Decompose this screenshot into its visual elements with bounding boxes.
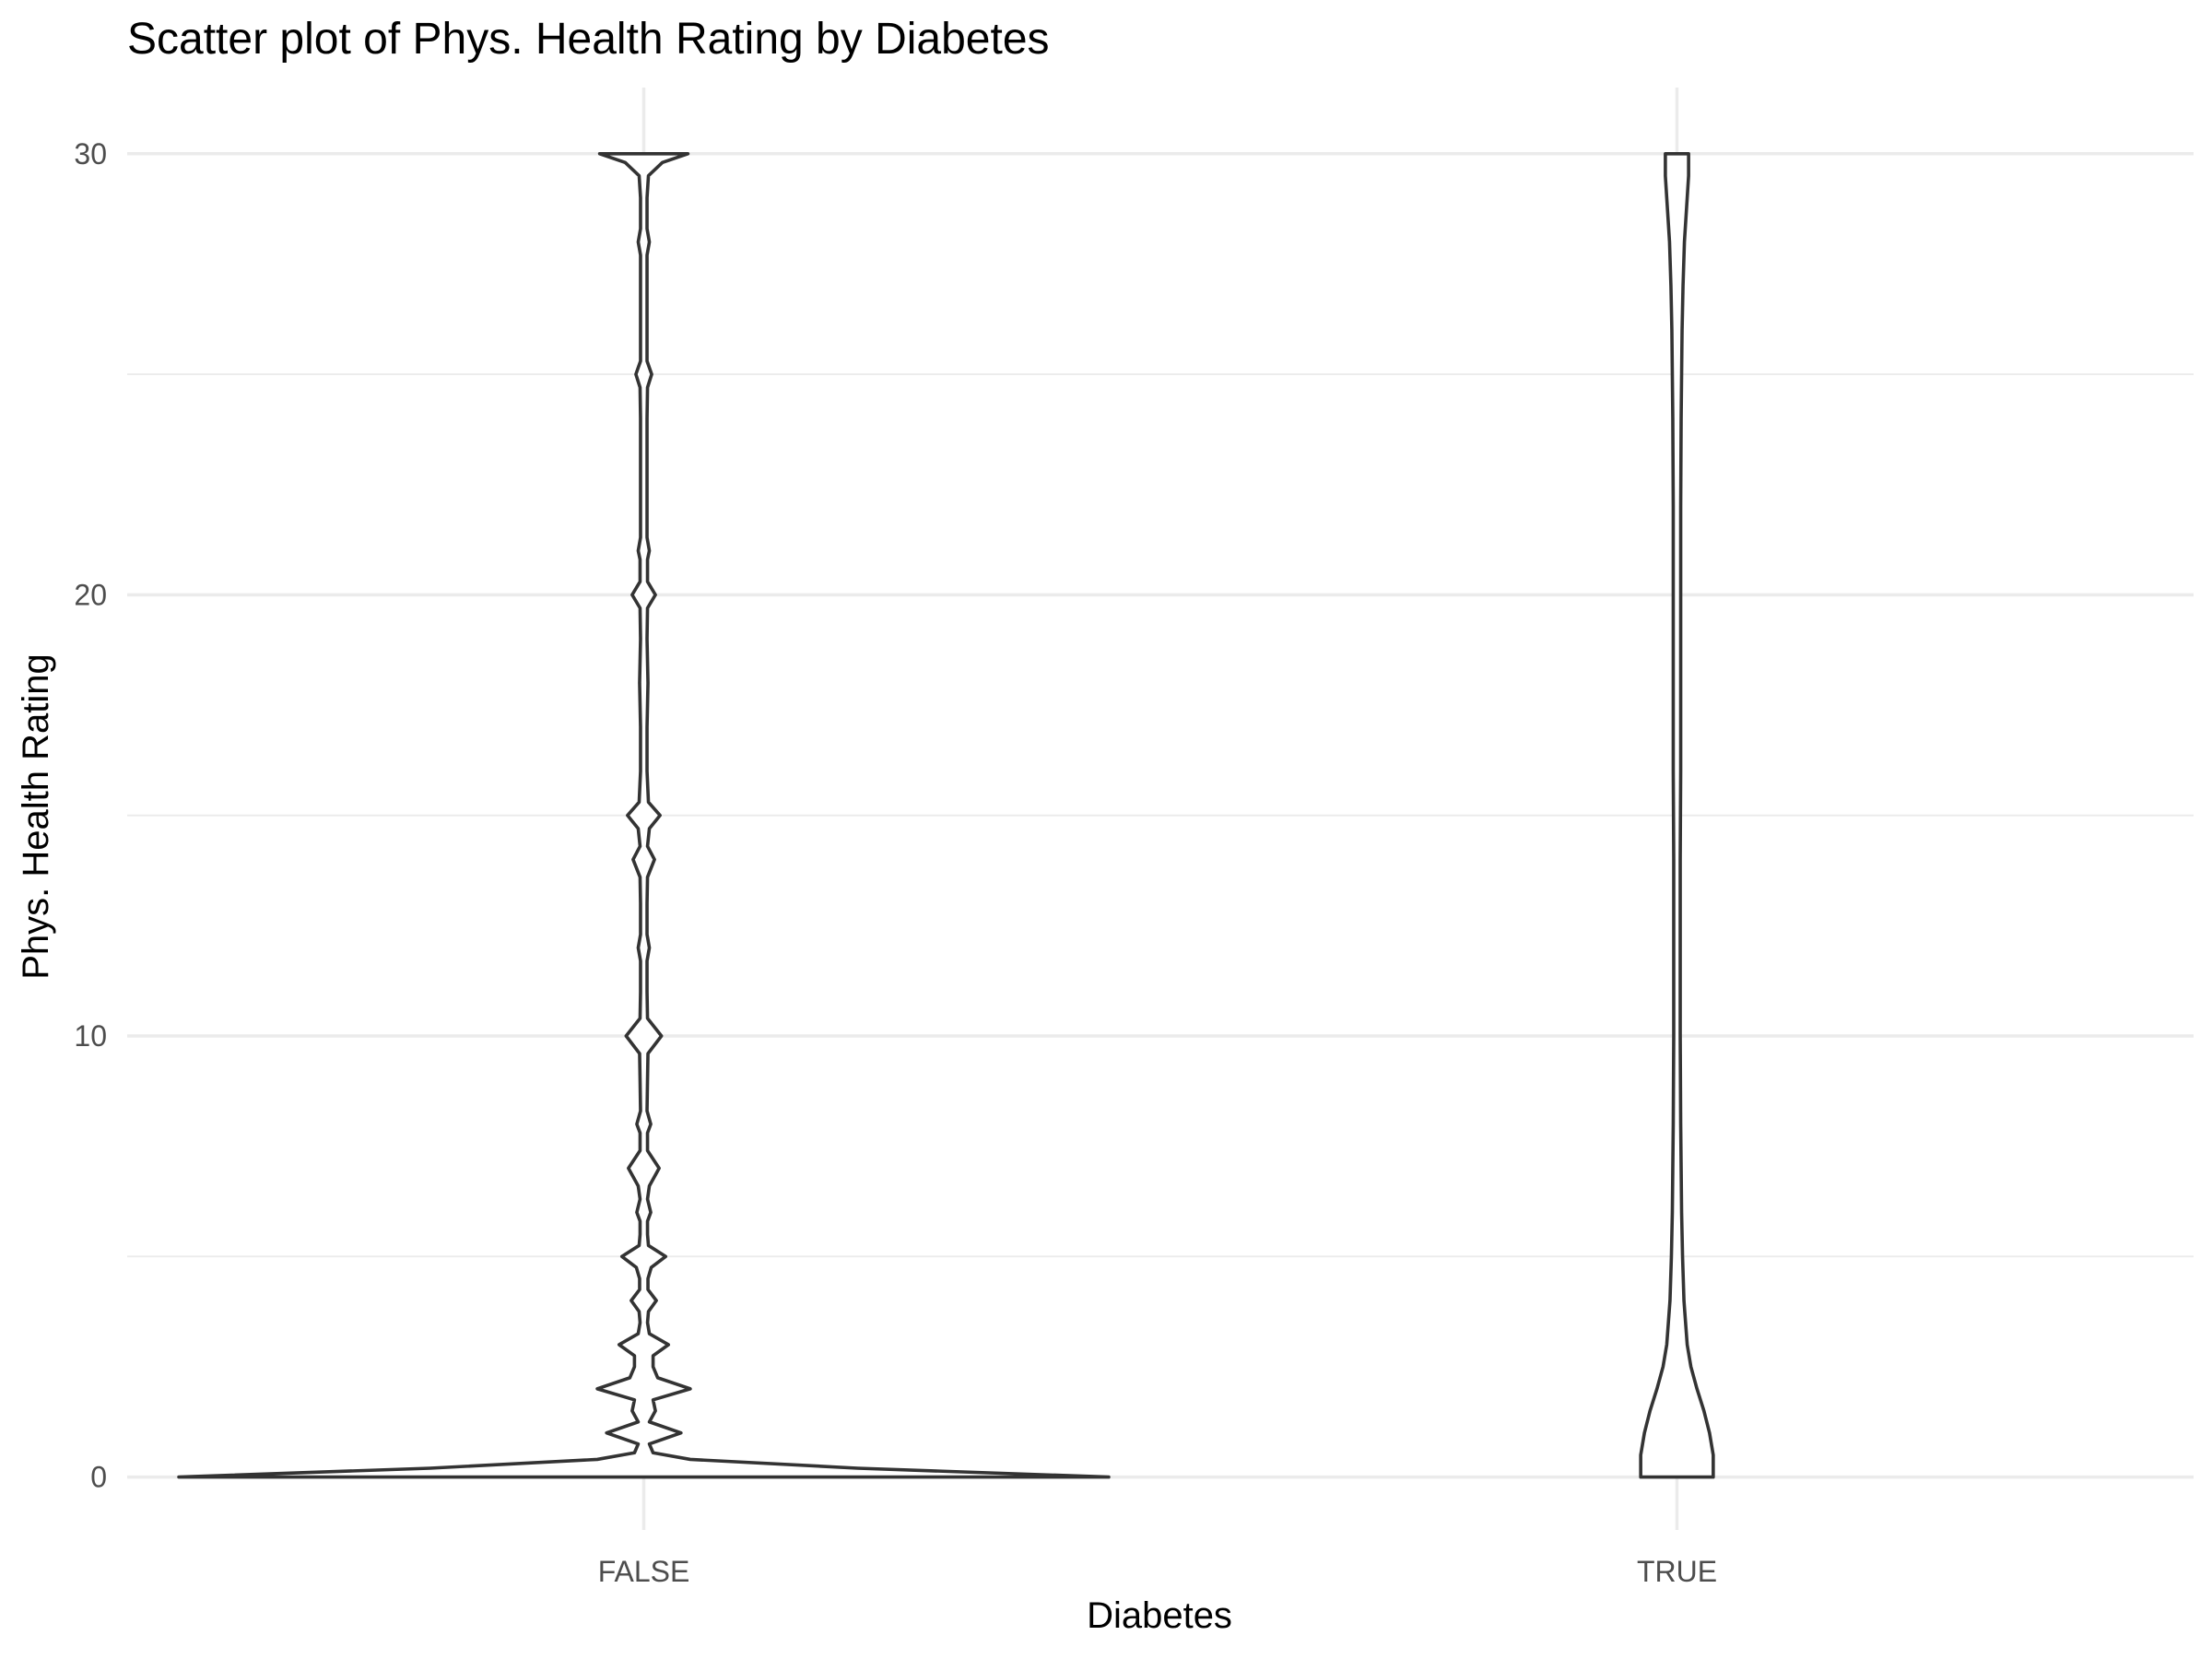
y-axis-title: Phys. Health Rating: [16, 653, 56, 980]
y-tick-label: 0: [90, 1461, 107, 1494]
grid: [127, 88, 2194, 1530]
y-tick-label: 20: [74, 578, 107, 611]
y-tick-label: 30: [74, 137, 107, 171]
violin-true: [1639, 151, 1715, 1479]
violin-false: [177, 151, 1111, 1479]
x-tick-label: TRUE: [1637, 1555, 1717, 1588]
violins: [177, 151, 1715, 1479]
tick-labels: 0 10 20 30 FALSE TRUE: [74, 137, 1717, 1588]
x-tick-label: FALSE: [598, 1555, 690, 1588]
chart-title: Scatter plot of Phys. Health Rating by D…: [127, 15, 1050, 64]
y-tick-label: 10: [74, 1019, 107, 1053]
x-axis-title: Diabetes: [1087, 1595, 1232, 1636]
